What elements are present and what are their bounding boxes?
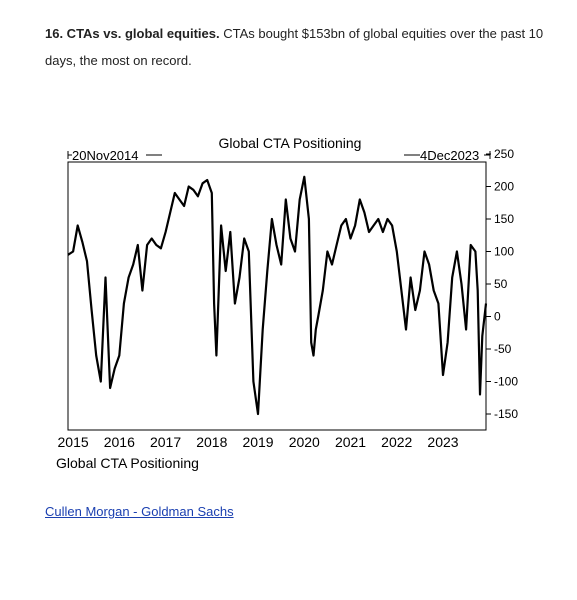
x-tick-label: 2017 [150,434,181,450]
y-tick-label: -150 [494,407,518,421]
start-marker: 20Nov2014 [67,148,162,163]
y-axis: 250 200 150 100 50 0 -50 -100 -150 [486,147,518,421]
x-tick-label: 2018 [196,434,227,450]
end-marker: 4Dec2023 [404,148,491,163]
cta-positioning-line [67,175,488,416]
y-tick-label: -50 [494,342,512,356]
x-tick-label: 2016 [104,434,135,450]
x-tick-label: 2020 [289,434,320,450]
caption-heading: 16. CTAs vs. global equities. [45,26,220,41]
plot-frame [67,161,487,431]
caption-body: CTAs bought $153bn of global equities ov… [45,26,544,68]
y-tick-label: 150 [494,212,514,226]
y-tick-label: 200 [494,180,514,194]
y-tick-label: -100 [494,375,518,389]
source-link[interactable]: Cullen Morgan - Goldman Sachs [45,504,234,519]
chart-title: Global CTA Positioning [219,135,362,151]
y-tick-label: 250 [494,147,514,161]
end-date-label: 4Dec2023 [420,148,479,163]
y-tick-label: 50 [494,277,508,291]
y-tick-label: 0 [494,310,501,324]
x-tick-label: 2022 [381,434,412,450]
x-tick-label: 2023 [427,434,458,450]
x-tick-label: 2019 [242,434,273,450]
x-tick-label: 2021 [335,434,366,450]
x-tick-label: 2015 [58,434,89,450]
bottom-legend-label: Global CTA Positioning [56,455,199,471]
cta-positioning-chart: Global CTA Positioning 20Nov2014 4Dec202… [56,135,518,471]
y-tick-label: 100 [494,245,514,259]
x-axis: 2015 2016 2017 2018 2019 2020 2021 2022 2023 [58,434,459,450]
start-date-label: 20Nov2014 [72,148,139,163]
figure-caption: 16. CTAs vs. global equities. CTAs bough… [45,20,550,74]
